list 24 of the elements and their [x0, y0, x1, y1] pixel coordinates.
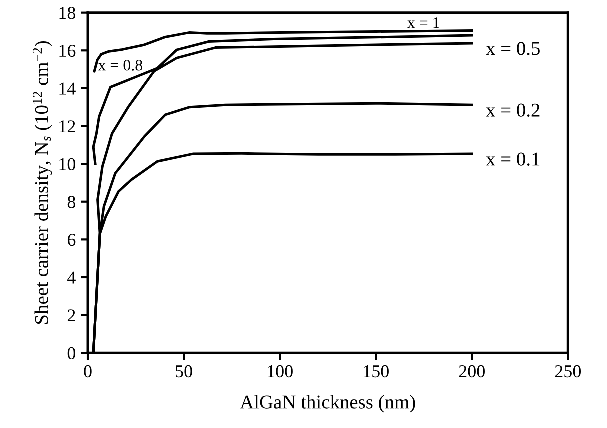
- x-axis-title: AlGaN thickness (nm): [240, 395, 416, 413]
- y-tick-label: 18: [60, 7, 76, 20]
- annotation: x = 0.1: [486, 152, 540, 166]
- y-tick-label: 8: [68, 196, 76, 208]
- x-tick-label: 150: [364, 365, 389, 378]
- y-tick-label: 0: [68, 347, 76, 360]
- x-tick-label: 200: [459, 365, 485, 378]
- x-tick-label: 100: [268, 365, 293, 378]
- y-tick-label: 2: [68, 310, 76, 322]
- y-tick-label: 14: [60, 82, 76, 95]
- x-tick-label: 250: [555, 365, 582, 378]
- line-series: [93, 30, 474, 73]
- x-tick-label: 0: [84, 365, 92, 378]
- annotation: x = 0.5: [486, 42, 540, 56]
- annotation: x = 1: [408, 18, 440, 28]
- y-tick-label: 10: [60, 158, 76, 171]
- y-tick-label: 16: [60, 44, 76, 58]
- y-tick-label: 6: [68, 234, 76, 246]
- y-tick-label: 4: [68, 272, 76, 284]
- annotation: x = 0.2: [486, 104, 540, 117]
- annotation: x = 0.8: [98, 60, 143, 71]
- y-tick-label: 12: [60, 120, 76, 133]
- x-tick-label: 50: [176, 365, 192, 378]
- y-axis-title: Sheet carrier density, N$_{s}$ (10$^{12}$ cm$^{−2}$): [32, 42, 52, 324]
